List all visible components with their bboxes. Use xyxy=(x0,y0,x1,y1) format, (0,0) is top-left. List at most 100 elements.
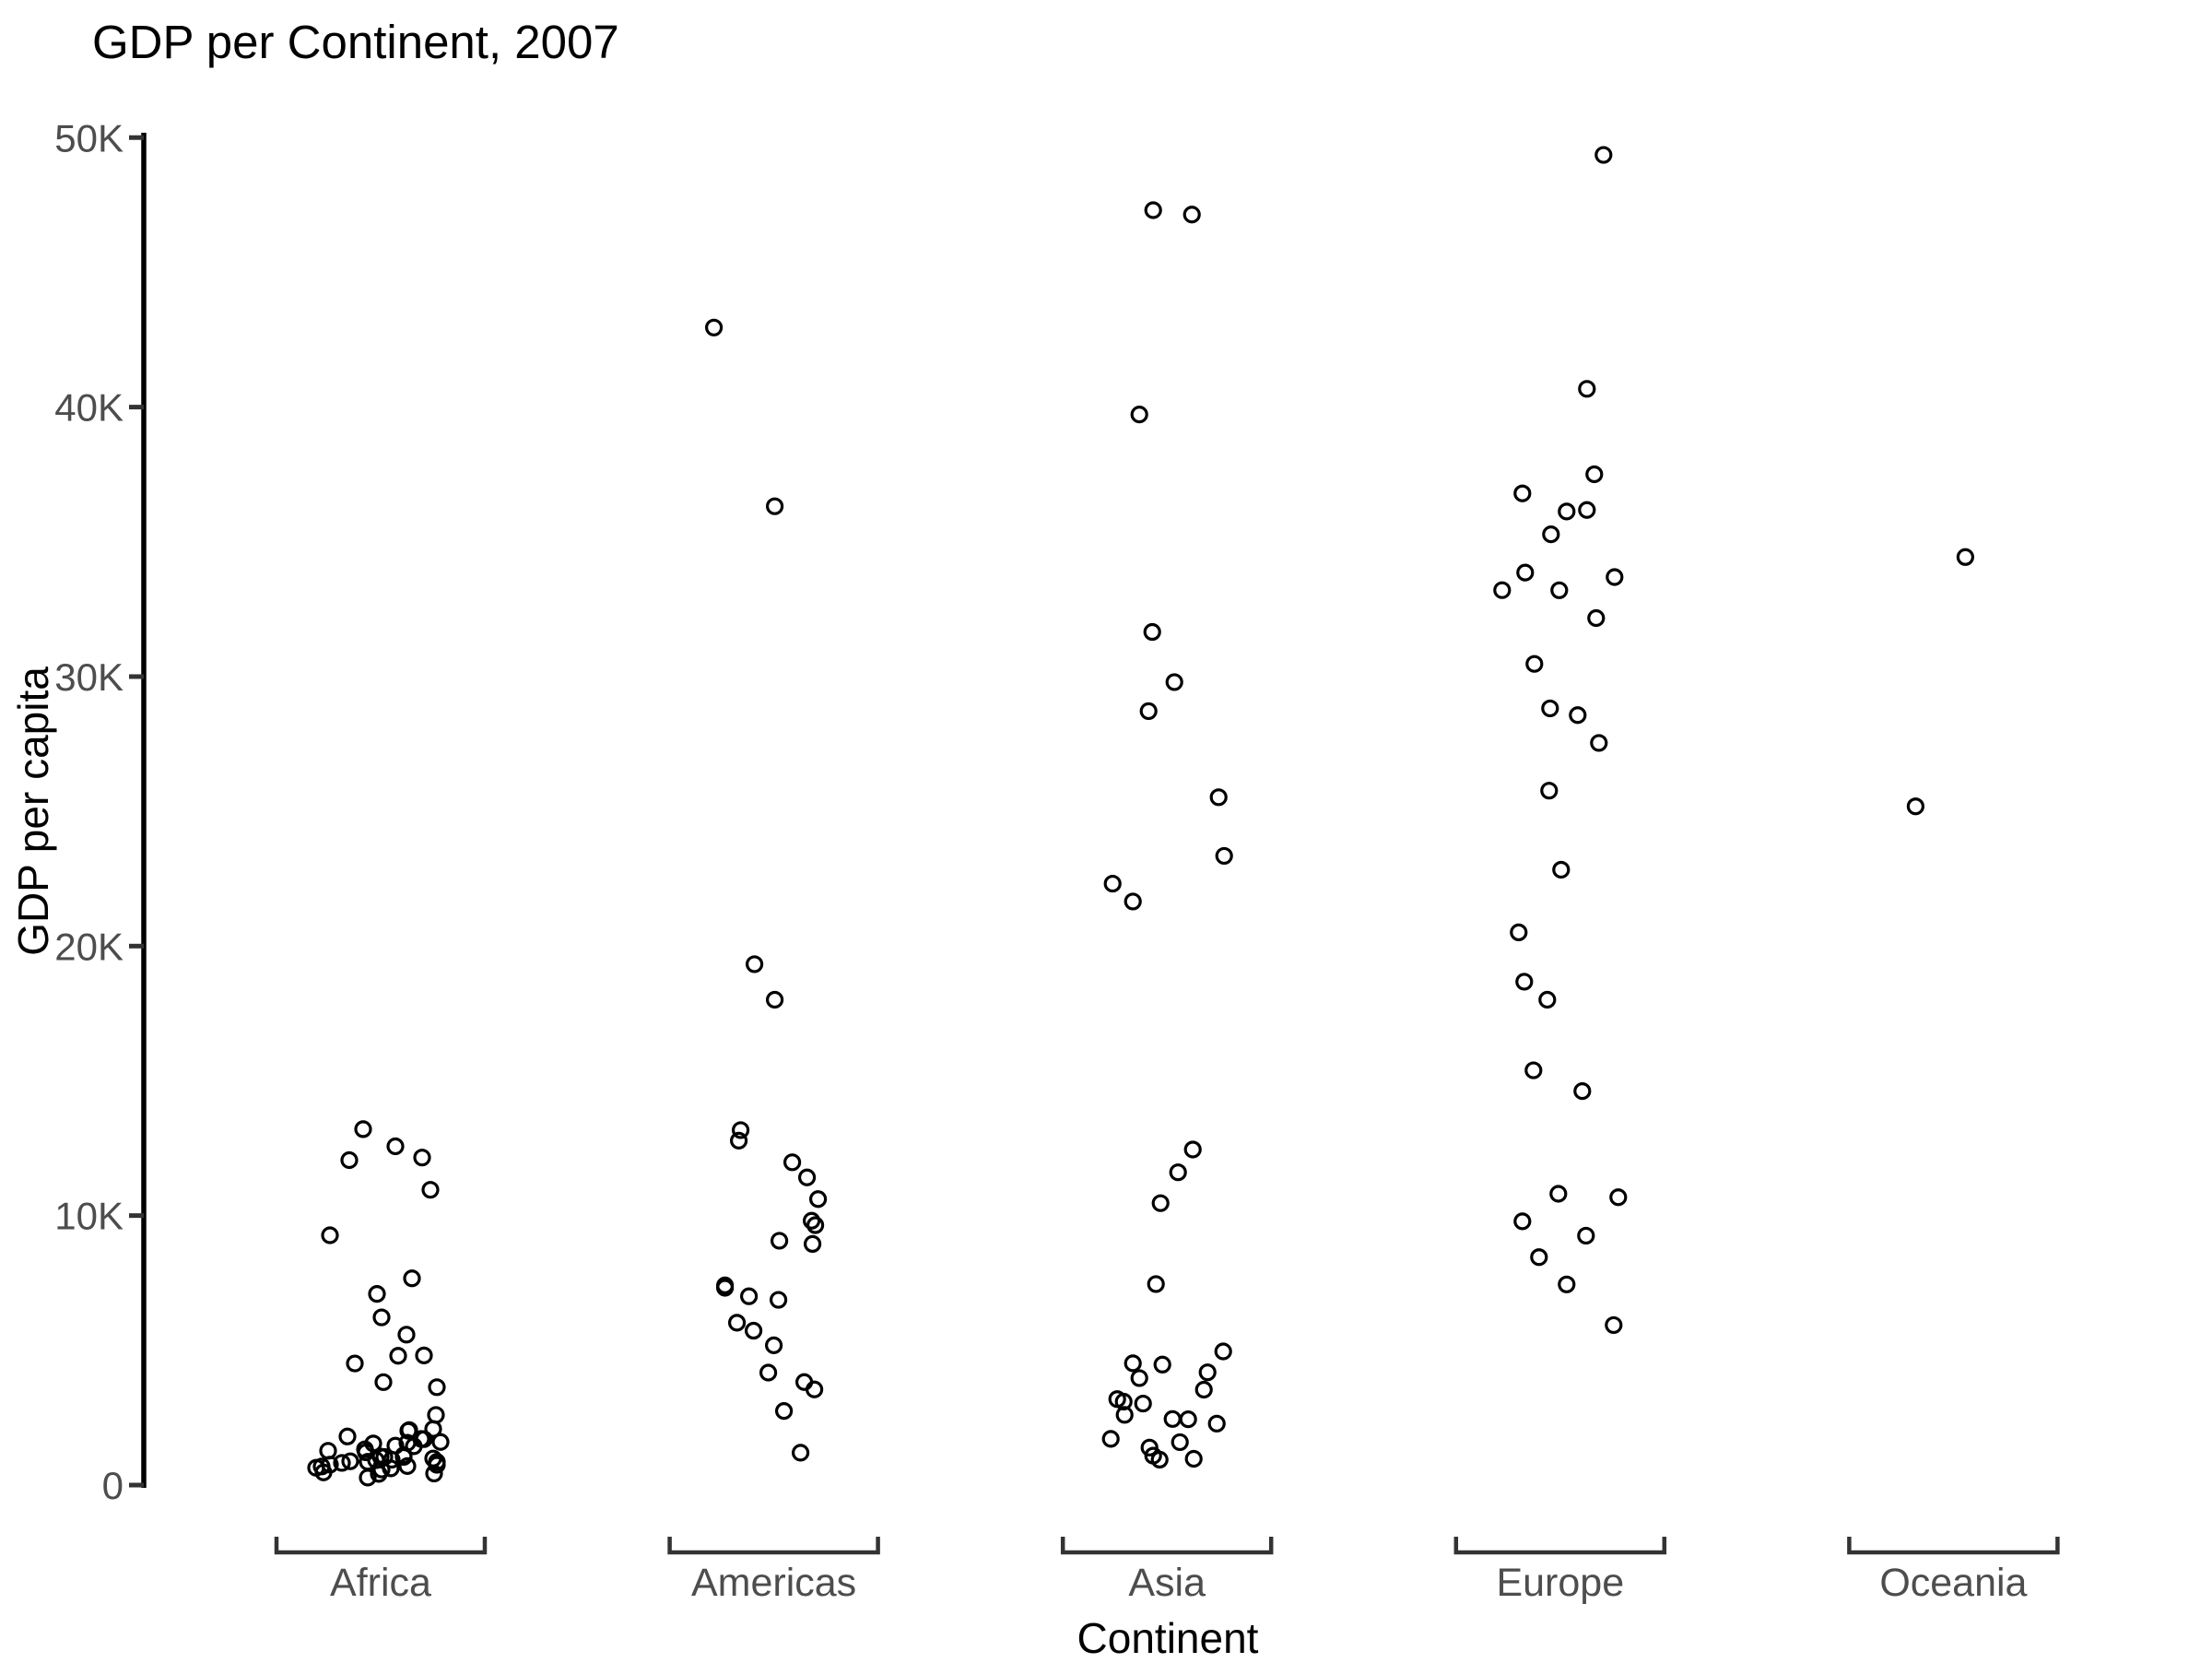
data-point-oman xyxy=(1103,874,1122,893)
data-point-guatemala xyxy=(764,1336,783,1354)
data-point-greece xyxy=(1590,734,1608,752)
data-point-sierra-leone xyxy=(428,1453,446,1471)
x-category-label-asia: Asia xyxy=(1128,1561,1206,1605)
data-point-germany xyxy=(1587,608,1606,628)
data-point-swaziland xyxy=(346,1354,364,1373)
data-point-congo-rep xyxy=(428,1378,446,1397)
x-category-label-europe: Europe xyxy=(1496,1561,1624,1605)
data-point-zimbabwe xyxy=(314,1463,333,1481)
data-point-ghana xyxy=(356,1440,374,1458)
data-point-sao-tome-and-principe xyxy=(431,1433,450,1451)
data-point-yemen-rep xyxy=(1207,1414,1226,1433)
data-point-bulgaria xyxy=(1609,1188,1628,1207)
data-point-serbia xyxy=(1513,1212,1532,1231)
data-point-lebanon xyxy=(1151,1194,1170,1212)
data-point-west-bank-and-gaza xyxy=(1134,1394,1152,1413)
data-point-indonesia xyxy=(1194,1380,1213,1399)
data-point-slovenia xyxy=(1540,782,1559,800)
data-point-taiwan xyxy=(1139,702,1158,721)
y-tick-label-20K: 20K xyxy=(54,925,124,968)
data-point-nicaragua xyxy=(774,1402,794,1421)
data-point-austria xyxy=(1558,502,1576,521)
data-point-italy xyxy=(1569,706,1587,725)
data-point-netherlands xyxy=(1513,484,1532,502)
data-point-united-kingdom xyxy=(1550,581,1569,599)
data-point-hungary xyxy=(1538,990,1557,1009)
data-point-montenegro xyxy=(1577,1226,1595,1245)
data-point-syria xyxy=(1198,1363,1217,1382)
chart-title: GDP per Continent, 2007 xyxy=(92,16,619,68)
data-point-korea-rep xyxy=(1215,846,1233,866)
data-point-iceland xyxy=(1578,501,1596,519)
data-point-albania xyxy=(1605,1315,1623,1335)
data-point-peru xyxy=(715,1276,735,1295)
data-point-nigeria xyxy=(399,1421,418,1440)
data-point-costa-rica xyxy=(806,1216,825,1234)
data-point-kuwait xyxy=(1144,201,1162,219)
x-axis-bracket-oceania xyxy=(1847,1537,2060,1555)
data-point-ecuador xyxy=(769,1291,788,1309)
y-tick-label-10K: 10K xyxy=(54,1195,124,1238)
data-point-bosnia-and-herzegovina xyxy=(1558,1275,1576,1293)
data-point-denmark xyxy=(1542,525,1560,544)
y-tick-label-30K: 30K xyxy=(54,655,124,699)
data-point-malaysia xyxy=(1183,1140,1202,1159)
x-category-label-americas: Americas xyxy=(691,1561,856,1605)
data-point-zambia xyxy=(319,1442,337,1460)
data-point-gabon xyxy=(354,1120,372,1138)
data-point-cambodia xyxy=(1101,1430,1120,1448)
data-point-panama xyxy=(802,1211,821,1230)
y-tick-label-50K: 50K xyxy=(54,116,124,159)
x-category-label-oceania: Oceania xyxy=(1879,1561,2027,1605)
data-point-honduras xyxy=(805,1380,824,1398)
data-point-new-zealand xyxy=(1906,797,1924,816)
data-point-brazil xyxy=(770,1232,789,1250)
data-point-sweden xyxy=(1516,563,1535,582)
data-point-botswana xyxy=(386,1137,405,1156)
data-point-nepal xyxy=(1144,1446,1162,1465)
data-point-niger xyxy=(382,1459,400,1478)
y-tick-label-0: 0 xyxy=(102,1464,124,1507)
data-point-israel xyxy=(1209,788,1228,807)
data-point-namibia xyxy=(415,1346,433,1364)
data-point-paraguay xyxy=(759,1363,778,1382)
data-point-sudan xyxy=(427,1406,445,1424)
data-point-portugal xyxy=(1510,923,1528,942)
data-point-afghanistan xyxy=(1184,1449,1203,1468)
data-point-central-african-republic xyxy=(398,1457,417,1475)
data-point-senegal xyxy=(412,1430,430,1448)
data-point-mauritius xyxy=(421,1181,440,1199)
data-point-norway xyxy=(1594,146,1613,164)
data-point-argentina xyxy=(729,1131,748,1150)
data-point-south-africa xyxy=(321,1226,339,1244)
data-point-reunion xyxy=(403,1269,421,1288)
data-point-mexico xyxy=(782,1153,802,1172)
data-point-croatia xyxy=(1573,1082,1592,1101)
data-point-trinidad-and-tobago xyxy=(765,990,784,1009)
data-point-bahrain xyxy=(1165,673,1183,691)
data-point-tanzania xyxy=(394,1446,413,1465)
data-point-haiti xyxy=(791,1444,810,1462)
data-point-romania xyxy=(1549,1185,1568,1203)
data-point-puerto-rico xyxy=(745,955,764,973)
data-point-spain xyxy=(1541,699,1559,718)
data-point-angola xyxy=(389,1347,407,1365)
data-point-canada xyxy=(765,497,784,515)
data-point-hong-kong-china xyxy=(1130,406,1148,424)
data-point-finland xyxy=(1493,581,1512,599)
data-point-philippines xyxy=(1108,1390,1126,1409)
data-point-equatorial-guinea xyxy=(413,1149,431,1167)
data-point-czech-republic xyxy=(1552,860,1571,879)
data-point-thailand xyxy=(1147,1275,1165,1293)
data-point-colombia xyxy=(739,1287,759,1305)
data-point-uganda xyxy=(371,1447,390,1466)
y-tick-label-40K: 40K xyxy=(54,386,124,430)
data-point-chile xyxy=(731,1121,750,1139)
data-point-france xyxy=(1525,655,1544,673)
data-point-australia xyxy=(1956,548,1974,566)
data-point-switzerland xyxy=(1585,465,1604,484)
data-point-egypt xyxy=(397,1326,416,1344)
data-point-iraq xyxy=(1153,1355,1171,1374)
data-point-belgium xyxy=(1606,568,1624,586)
